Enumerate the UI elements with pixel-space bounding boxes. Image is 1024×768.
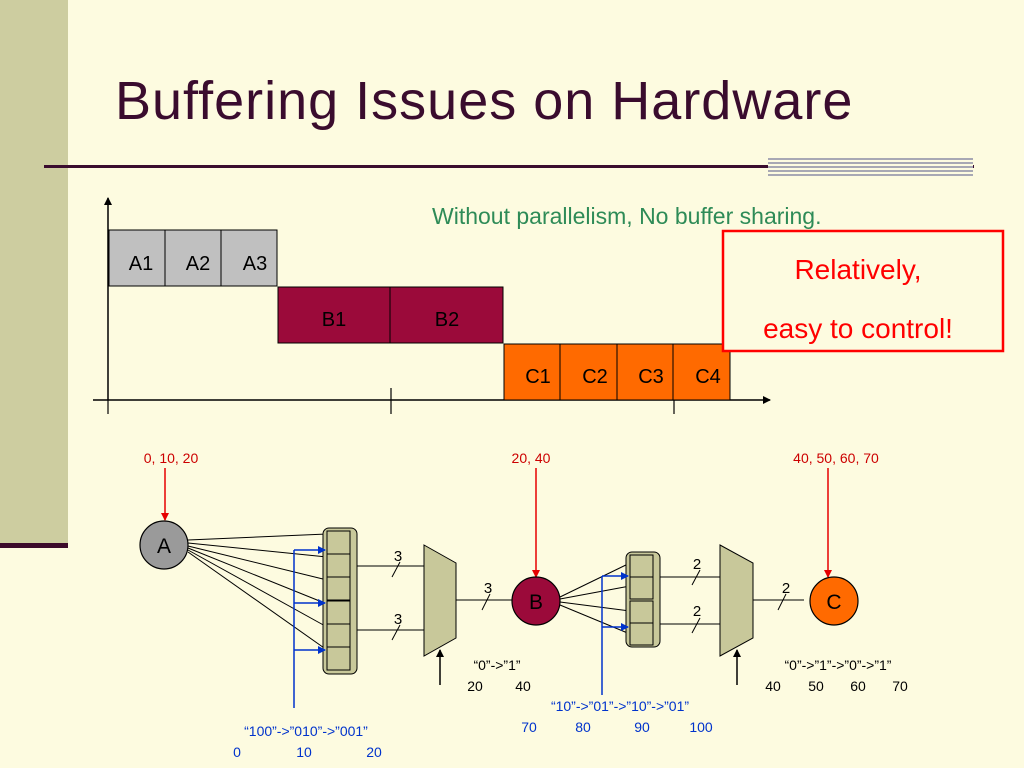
bus-width-mux2-top: 2 [693, 556, 701, 573]
sel3-time: 40 [765, 678, 781, 694]
timeline-block-a3 [220, 229, 278, 287]
timeline-label-c3: C3 [638, 366, 664, 388]
sel1-time: 10 [296, 744, 312, 760]
sel2a-time: 40 [515, 678, 531, 694]
title-rule [44, 165, 974, 168]
sel2b-time: 80 [575, 719, 591, 735]
node-b [511, 576, 561, 626]
timeline-label-c2: C2 [582, 366, 608, 388]
select-bus-1 [293, 546, 326, 708]
sel2b-sequence: “10”->”01”->”10”->”01” [551, 698, 689, 714]
callout-box [721, 229, 1005, 353]
sel1-time: 20 [366, 744, 382, 760]
node-c-label: C [826, 591, 841, 614]
mux-1 [423, 544, 457, 657]
bus-width-mux1-top: 3 [394, 548, 402, 565]
schedule-c: 40, 50, 60, 70 [793, 450, 879, 466]
node-c [809, 576, 859, 626]
sel2a-time: 20 [467, 678, 483, 694]
callout-line-1: Relatively, [794, 254, 921, 285]
timeline-block-c3 [616, 343, 674, 401]
timeline-block-b1 [277, 286, 391, 344]
sel1-sequence: “100”->”010”->”001” [244, 723, 368, 739]
bus-width-to-c: 2 [782, 580, 790, 597]
bus-slash [481, 593, 491, 611]
fanout-b [559, 562, 631, 635]
sidebar-accent-line [0, 543, 68, 548]
bus-slash [391, 561, 401, 578]
timeline-block-c1 [503, 343, 561, 401]
subtitle: Without parallelism, No buffer sharing. [432, 203, 821, 229]
mux-2 [719, 544, 754, 657]
schedule-b: 20, 40 [512, 450, 551, 466]
buffer-stack-2 [625, 551, 661, 648]
callout-line-2: easy to control! [763, 313, 953, 344]
timeline-label-a3: A3 [243, 253, 267, 275]
slide-title: Buffering Issues on Hardware [115, 71, 854, 131]
timeline-label-a1: A1 [129, 253, 153, 275]
timeline-block-a1 [108, 229, 166, 287]
sel2b-time: 100 [689, 719, 713, 735]
bus-slash [777, 593, 787, 611]
node-b-label: B [529, 591, 543, 614]
timeline-label-b1: B1 [322, 309, 346, 331]
bus-slash [391, 624, 401, 641]
a-block-group: A1 A2 A3 [108, 229, 278, 287]
c-block-group: C1 C2 C3 C4 [503, 343, 731, 401]
bus-slash [691, 569, 701, 586]
sel3-sequence: “0”->”1”->”0”->”1” [785, 657, 892, 673]
b-block-group: B1 B2 [277, 286, 504, 344]
node-a [139, 520, 189, 570]
timeline-block-c4 [672, 343, 731, 401]
timeline-label-b2: B2 [435, 309, 459, 331]
sel2a-sequence: “0”->”1” [473, 657, 520, 673]
sidebar-band [0, 0, 68, 548]
sel3-time: 60 [850, 678, 866, 694]
title-accent [768, 158, 973, 178]
bus-width-to-b: 3 [484, 580, 492, 597]
fanout-a [187, 533, 328, 651]
sel2b-time: 70 [521, 719, 537, 735]
select-bus-2 [601, 572, 629, 695]
sel2b-time: 90 [634, 719, 650, 735]
sel3-time: 70 [892, 678, 908, 694]
timeline-block-a2 [164, 229, 222, 287]
sel1-time: 0 [233, 744, 241, 760]
bus-width-mux2-bottom: 2 [693, 603, 701, 620]
timeline-label-c4: C4 [695, 366, 721, 388]
schedule-a: 0, 10, 20 [144, 450, 199, 466]
node-a-label: A [157, 535, 171, 558]
buffer-stack-1 [322, 527, 358, 675]
timeline-block-b2 [389, 286, 504, 344]
timeline-label-a2: A2 [186, 253, 210, 275]
timeline-block-c2 [559, 343, 618, 401]
sel3-time: 50 [808, 678, 824, 694]
bus-slash [691, 617, 701, 634]
timeline-label-c1: C1 [525, 366, 551, 388]
bus-width-mux1-bottom: 3 [394, 611, 402, 628]
